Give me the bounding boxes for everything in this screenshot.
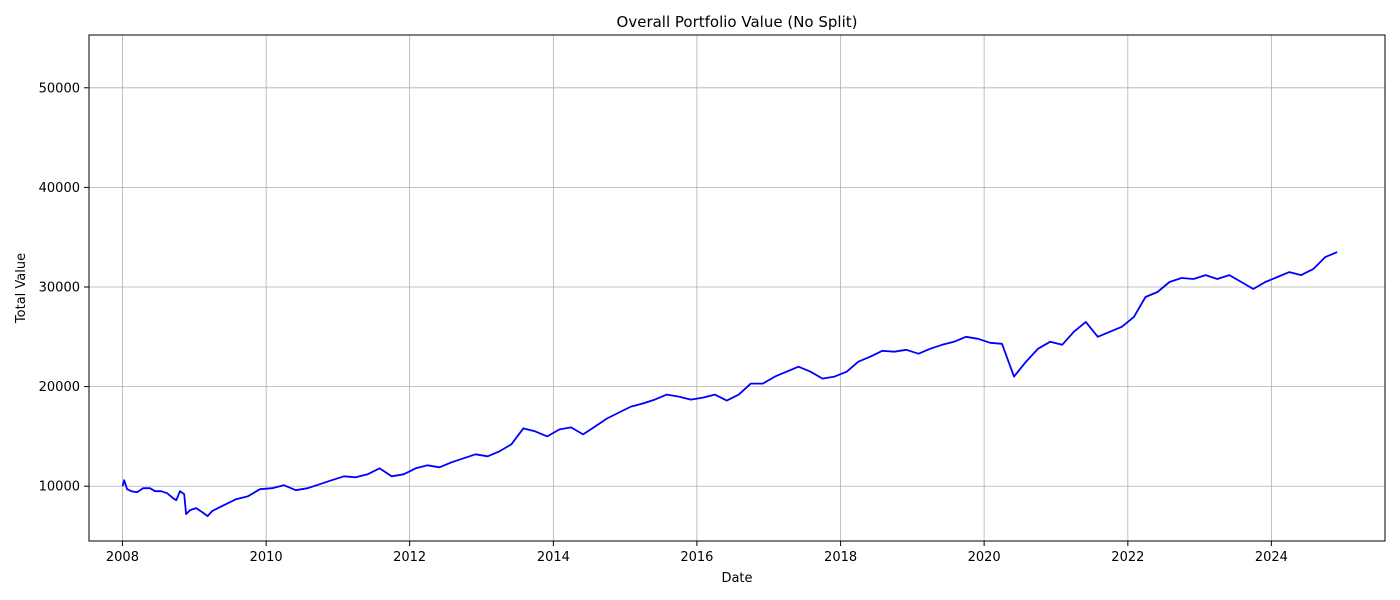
x-tick-label: 2014 bbox=[537, 550, 570, 565]
y-tick-label: 50000 bbox=[39, 81, 80, 96]
grid bbox=[89, 35, 1385, 541]
series-line bbox=[121, 251, 1338, 517]
y-tick-label: 30000 bbox=[39, 281, 80, 296]
x-tick-label: 2022 bbox=[1111, 550, 1144, 565]
y-tick-label: 40000 bbox=[39, 181, 80, 196]
x-tick-label: 2018 bbox=[824, 550, 857, 565]
x-tick-label: 2010 bbox=[250, 550, 283, 565]
x-tick-label: 2012 bbox=[393, 550, 426, 565]
x-tick-label: 2016 bbox=[680, 550, 713, 565]
series-layer bbox=[121, 251, 1338, 517]
y-tick-label: 20000 bbox=[39, 380, 80, 395]
x-axis-ticks: 2008 2010 2012 2014 2016 2018 2020 2022 2024 bbox=[106, 541, 1288, 565]
y-axis-ticks: 10000 20000 30000 40000 50000 bbox=[39, 81, 89, 495]
x-tick-label: 2008 bbox=[106, 550, 139, 565]
y-axis-label: Total Value bbox=[14, 253, 29, 324]
plot-area-frame bbox=[88, 34, 1386, 542]
x-tick-label: 2024 bbox=[1255, 550, 1288, 565]
y-tick-label: 10000 bbox=[39, 480, 80, 495]
chart-title: Overall Portfolio Value (No Split) bbox=[617, 13, 858, 31]
x-tick-label: 2020 bbox=[968, 550, 1001, 565]
x-axis-label: Date bbox=[721, 571, 752, 586]
